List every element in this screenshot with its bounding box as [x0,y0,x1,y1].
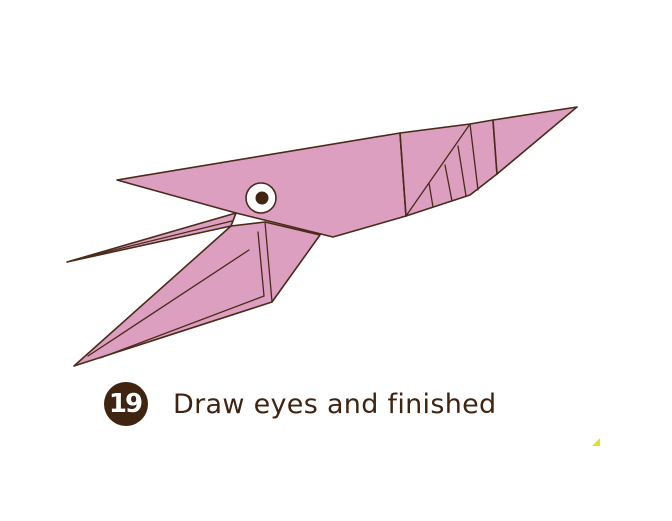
shrimp-tail [492,106,578,175]
step-instruction-text: Draw eyes and finished [173,388,497,420]
shrimp-body-segment [399,119,498,217]
claw-fold-line [87,249,250,357]
corner-triangle-icon [592,438,600,446]
shrimp-claw [73,221,321,367]
segment-fold-line [405,123,471,217]
segment-fold-line [428,182,434,208]
claw-fold-line [257,231,265,297]
shrimp-eye-pupil [255,191,269,205]
step-caption: 19 Draw eyes and finished [104,382,496,426]
claw-fold-line [264,221,273,303]
segment-fold-line [469,123,479,191]
claw-fold-line [99,295,265,359]
step-number-badge: 19 [104,382,148,426]
claw-fold-line [230,212,237,227]
segment-fold-line [457,145,467,197]
antenna-fold-line [89,220,233,257]
segment-fold-line [444,164,453,202]
segment-fold-line [399,132,407,217]
